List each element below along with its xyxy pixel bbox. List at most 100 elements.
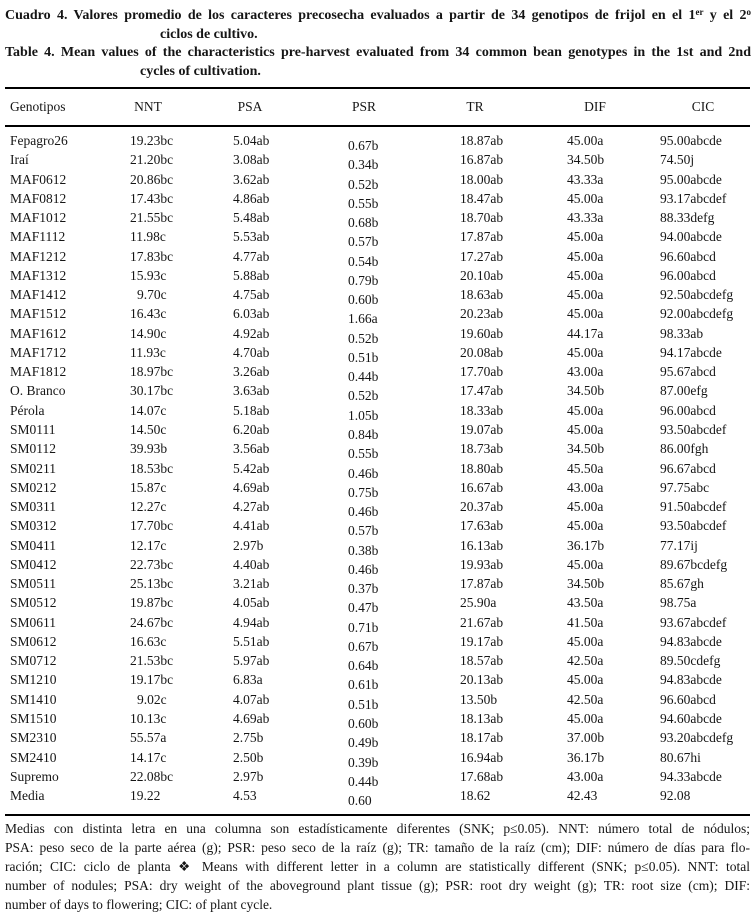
- table-row: MAF1312 15.93c 5.88ab 0.79b 20.10ab 45.00a 96.…: [5, 266, 750, 288]
- genotype-cell: SM0412: [10, 556, 57, 572]
- column-header-psa: PSA: [237, 99, 263, 114]
- value-cell: 17.83bc: [130, 248, 174, 264]
- value-cell: 80.67hi: [660, 749, 701, 765]
- genotype-cell: MAF0612: [10, 171, 67, 187]
- value-cell: 43.33a: [567, 171, 604, 187]
- value-cell: 17.63ab: [460, 518, 504, 534]
- value-cell: 0.39b: [348, 754, 379, 770]
- value-cell: 6.20ab: [233, 421, 270, 437]
- genotype-cell: SM0211: [10, 460, 57, 476]
- table-row: MAF1112 11.98c 5.53ab 0.57b 17.87ab 45.00a 94.…: [5, 227, 750, 249]
- table-row: MAF1412 9.70c 4.75ab 0.60b 18.63ab 45.00a 92.5…: [5, 285, 750, 307]
- value-cell: 0.55b: [348, 446, 379, 462]
- genotype-cell: MAF1712: [10, 344, 67, 360]
- value-cell: 93.50abcdef: [660, 421, 727, 437]
- value-cell: 39.93b: [130, 441, 168, 457]
- caption-en-text: Mean values of the characteristics pre-h…: [60, 45, 752, 60]
- value-cell: 20.37ab: [460, 499, 504, 515]
- table-row: Pérola 14.07c 5.18ab 1.05b 18.33ab 45.00a 96.0…: [5, 401, 750, 423]
- value-cell: 18.53bc: [130, 460, 174, 476]
- value-cell: 0.52b: [348, 330, 379, 346]
- value-cell: 25.90a: [460, 595, 497, 611]
- value-cell: 4.05ab: [233, 595, 270, 611]
- value-cell: 0.60b: [348, 715, 379, 731]
- value-cell: 0.54b: [348, 253, 379, 269]
- value-cell: 92.08: [660, 788, 691, 804]
- value-cell: 0.57b: [348, 234, 379, 250]
- value-cell: 18.17ab: [460, 730, 504, 746]
- value-cell: 45.00a: [567, 633, 604, 649]
- value-cell: 91.50abcdef: [660, 499, 727, 515]
- value-cell: 4.27ab: [233, 499, 270, 515]
- footnote-line: number of nodules; PSA: dry weight of th…: [5, 878, 750, 894]
- value-cell: 0.60: [348, 793, 372, 809]
- value-cell: 18.62: [460, 788, 491, 804]
- value-cell: 16.63c: [130, 633, 167, 649]
- column-header-tr: TR: [466, 99, 484, 114]
- table-row: SM0311 12.27c 4.27ab 0.46b 20.37ab 45.00a 91.5…: [5, 497, 750, 519]
- value-cell: 92.50abcdefg: [660, 287, 734, 303]
- value-cell: 45.00a: [567, 499, 604, 515]
- column-header-psr: PSR: [351, 99, 377, 114]
- value-cell: 22.73bc: [130, 556, 174, 572]
- value-cell: 1.05b: [348, 407, 379, 423]
- value-cell: 16.13ab: [460, 537, 504, 553]
- value-cell: 36.17b: [567, 749, 605, 765]
- table-row: O. Branco 30.17bc 3.63ab 0.52b 17.47ab 34.50b…: [5, 381, 750, 403]
- table-row: Supremo 22.08bc 2.97b 0.44b 17.68ab 43.00a 94.…: [5, 767, 750, 789]
- value-cell: 45.00a: [567, 672, 604, 688]
- value-cell: 2.50b: [233, 749, 264, 765]
- value-cell: 93.67abcdef: [660, 614, 727, 630]
- value-cell: 16.43c: [130, 306, 167, 322]
- caption-en-line2: cycles of cultivation.: [140, 63, 261, 79]
- caption-es-line1: Cuadro 4. Valores promedio de los caract…: [5, 7, 751, 26]
- table-row: MAF0612 20.86bc 3.62ab 0.52b 18.00ab 43.33a 95…: [5, 170, 750, 192]
- value-cell: 96.60abcd: [660, 691, 716, 707]
- value-cell: 5.42ab: [233, 460, 270, 476]
- value-cell: 10.13c: [130, 710, 167, 726]
- value-cell: 14.07c: [130, 402, 167, 418]
- value-cell: 0.44b: [348, 369, 379, 385]
- value-cell: 11.98c: [130, 229, 166, 245]
- value-cell: 45.50a: [567, 460, 604, 476]
- value-cell: 45.00a: [567, 248, 604, 264]
- value-cell: 3.63ab: [233, 383, 270, 399]
- mean-row: Media 19.22 4.53 0.60 18.62 42.43 92.08: [5, 786, 750, 808]
- footnote-line: PSA: peso seco de la parte aérea (g); PS…: [5, 840, 750, 856]
- value-cell: 43.50a: [567, 595, 604, 611]
- value-cell: 21.55bc: [130, 210, 174, 226]
- value-cell: 45.00a: [567, 402, 604, 418]
- table-row: MAF1612 14.90c 4.92ab 0.52b 19.60ab 44.17a 98.…: [5, 324, 750, 346]
- value-cell: 77.17ij: [660, 537, 698, 553]
- value-cell: 4.92ab: [233, 325, 270, 341]
- value-cell: 95.67abcd: [660, 364, 716, 380]
- value-cell: 1.66a: [348, 311, 378, 327]
- value-cell: 86.00fgh: [660, 441, 709, 457]
- value-cell: 14.50c: [130, 421, 167, 437]
- table-row: SM0411 12.17c 2.97b 0.38b 16.13ab 36.17b 77.17…: [5, 536, 750, 558]
- table-row: SM0112 39.93b 3.56ab 0.55b 18.73ab 34.50b 86.0…: [5, 439, 750, 461]
- value-cell: 45.00a: [567, 229, 604, 245]
- value-cell: 96.00abcd: [660, 267, 716, 283]
- table-row: SM0512 19.87bc 4.05ab 0.47b 25.90a 43.50a 98.7…: [5, 593, 750, 615]
- value-cell: 45.00a: [567, 306, 604, 322]
- value-cell: 4.70ab: [233, 344, 270, 360]
- value-cell: 2.75b: [233, 730, 264, 746]
- value-cell: 2.97b: [233, 537, 264, 553]
- genotype-cell: SM0112: [10, 441, 57, 457]
- table-body: Fepagro26 19.23bc 5.04ab 0.67b 18.87ab 45.00a…: [0, 127, 754, 814]
- genotype-cell: MAF1212: [10, 248, 67, 264]
- value-cell: 43.00a: [567, 479, 604, 495]
- value-cell: 94.60abcde: [660, 710, 722, 726]
- value-cell: 0.46b: [348, 561, 379, 577]
- genotype-cell: SM0712: [10, 653, 57, 669]
- value-cell: 37.00b: [567, 730, 605, 746]
- value-cell: 24.67bc: [130, 614, 174, 630]
- value-cell: 20.13ab: [460, 672, 504, 688]
- value-cell: 18.97bc: [130, 364, 174, 380]
- value-cell: 0.84b: [348, 426, 379, 442]
- genotype-cell: MAF1612: [10, 325, 67, 341]
- value-cell: 95.00abcde: [660, 133, 722, 148]
- table-row: MAF1012 21.55bc 5.48ab 0.68b 18.70ab 43.33a 88…: [5, 208, 750, 230]
